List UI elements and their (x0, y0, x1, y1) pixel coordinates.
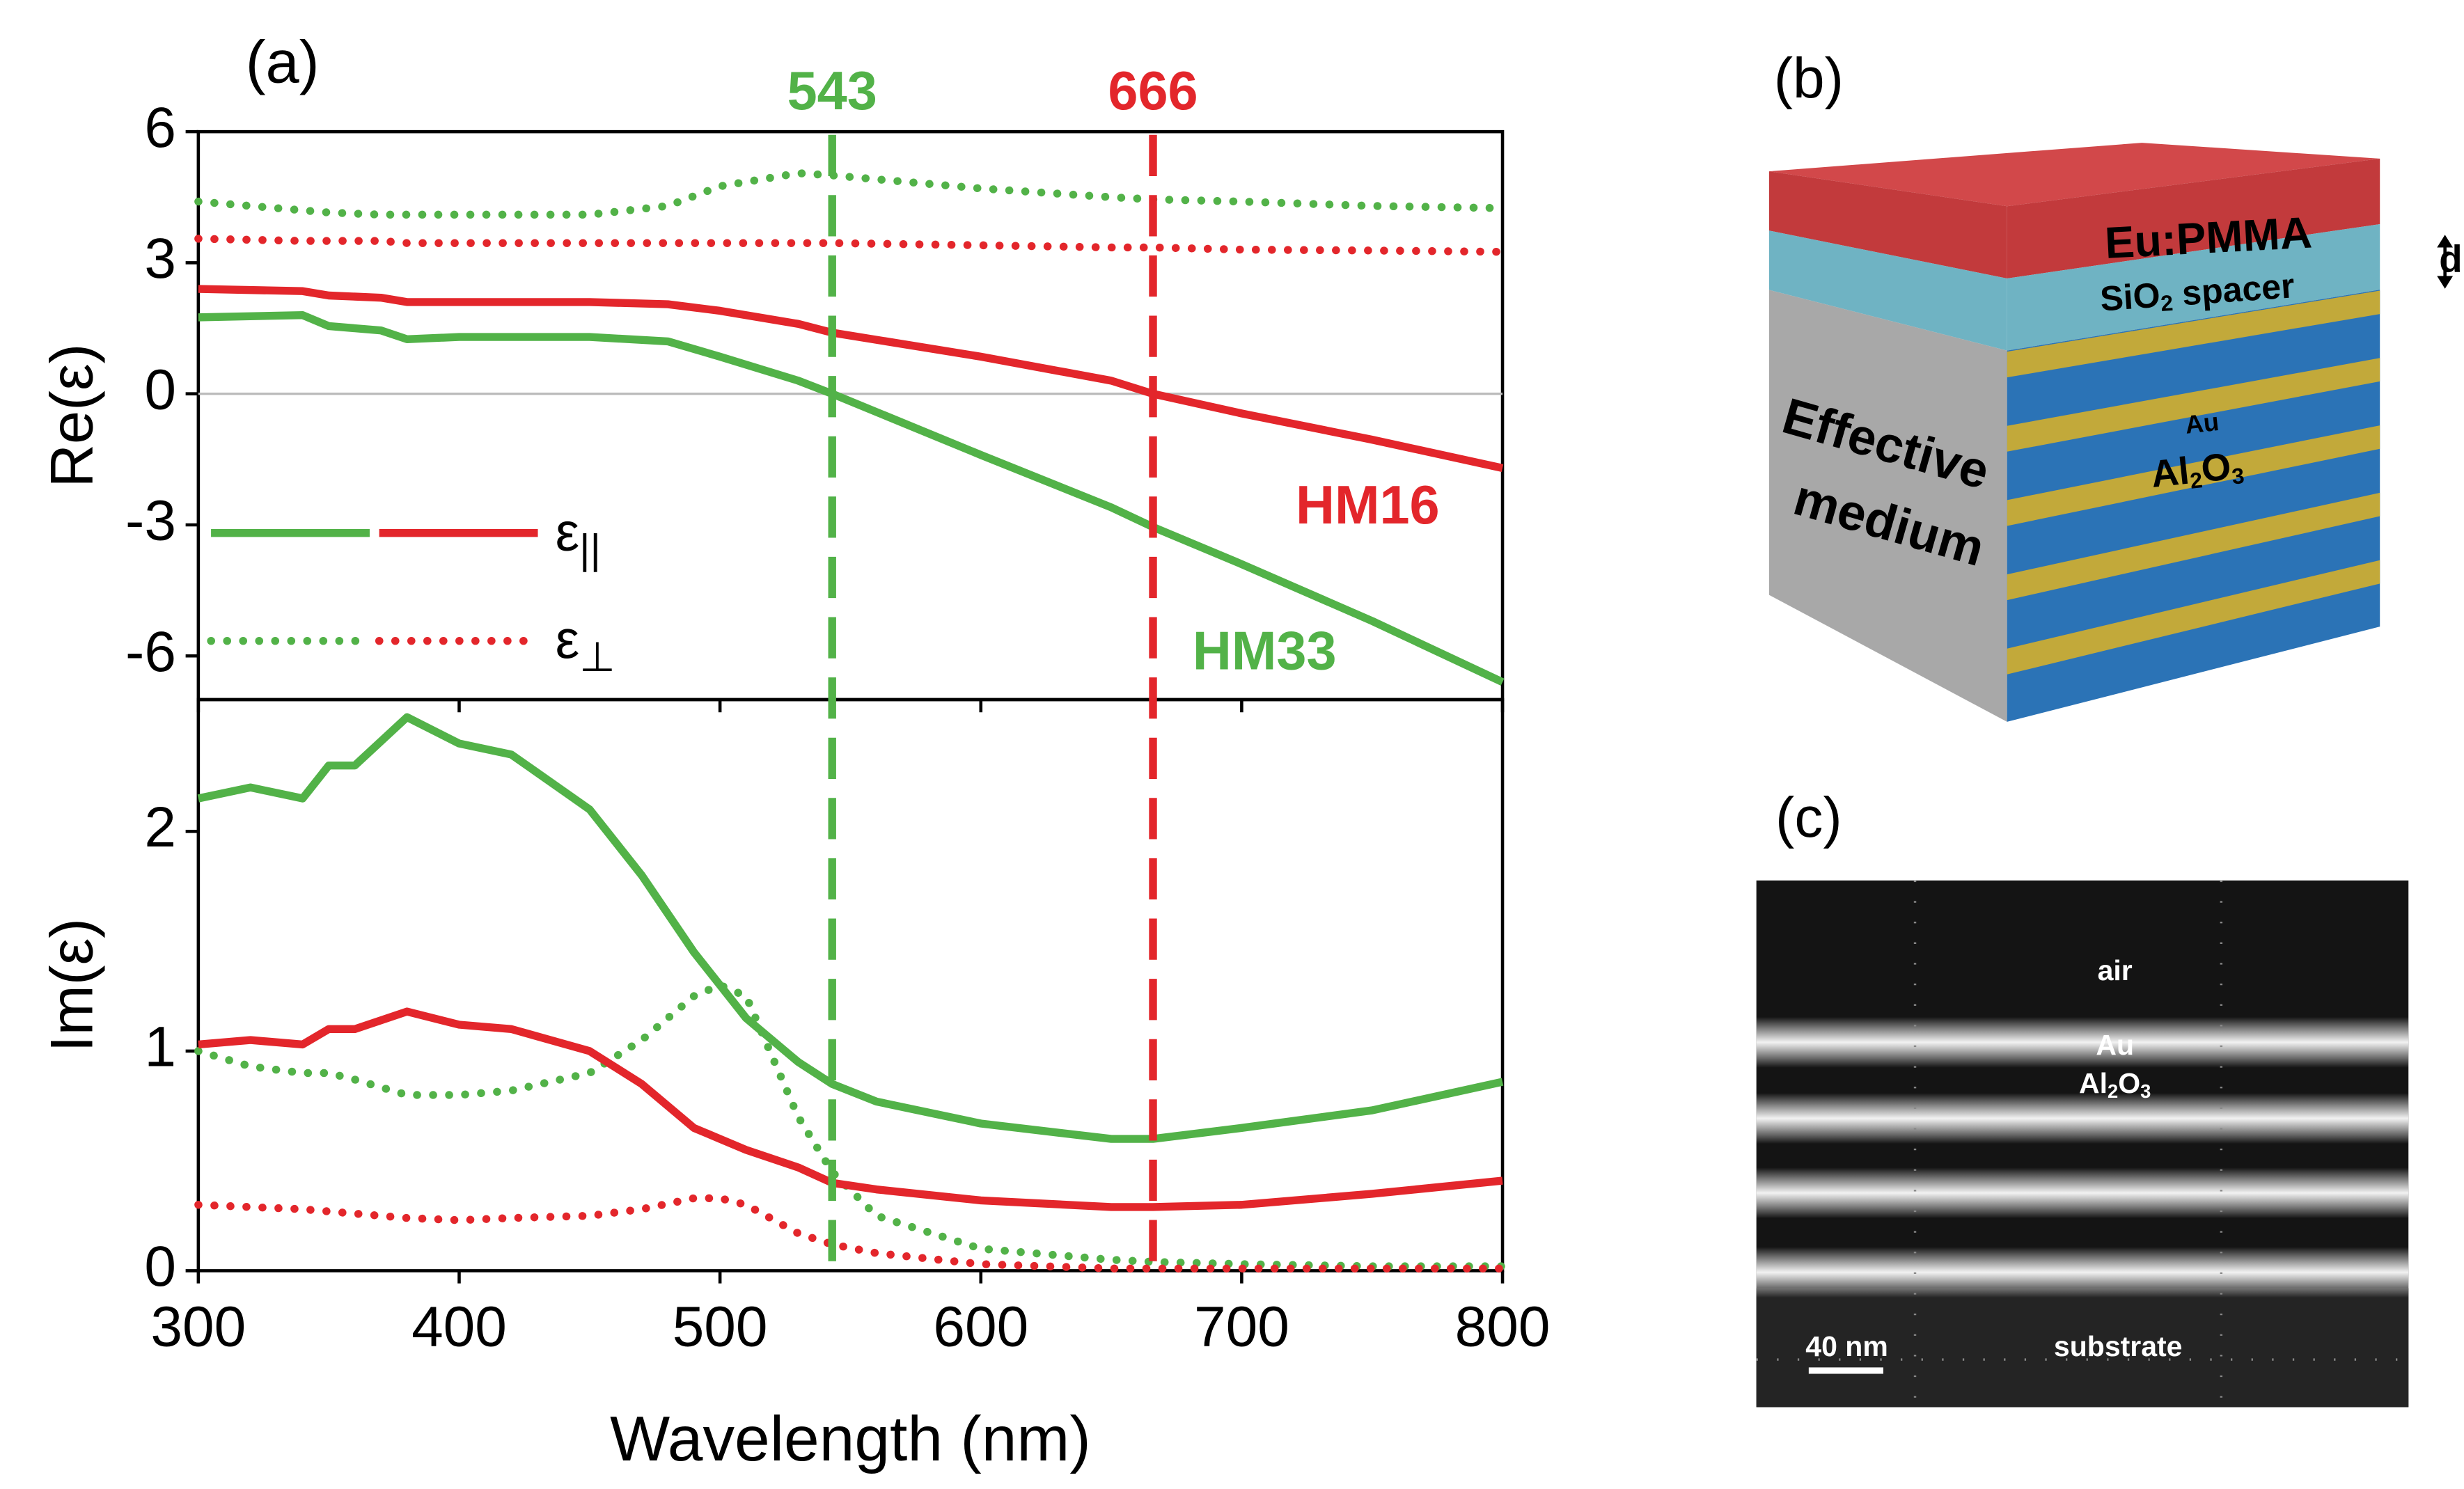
plot-area: -6 -3 0 3 6 Re(ε) 0 1 2 300 400 500 600 700 800 Im(ε) Wa… (38, 29, 1550, 1474)
series-label: HM33 (1193, 622, 1337, 682)
data-line (198, 311, 1505, 686)
x-axis-label: Wavelength (nm) (610, 1403, 1091, 1474)
y-tick-label: 2 (144, 796, 176, 859)
legend-label: ε|| (556, 503, 601, 572)
legend-symbol: ε (556, 503, 580, 562)
legend-symbol: ε (556, 610, 580, 670)
au-layer (1756, 1167, 2409, 1219)
pmma-layer (2007, 158, 2380, 278)
legend-subscript: ⊥ (579, 633, 615, 680)
arrow-head (2437, 276, 2454, 289)
data-line (194, 1194, 1507, 1273)
au-layer (1756, 1016, 2409, 1068)
au-stripe (2007, 492, 2380, 601)
top-face (1768, 143, 2380, 207)
scale-bar-label: 40 nm (1805, 1330, 1888, 1362)
layer-label: Al2O3 (2079, 1067, 2151, 1103)
y-axis-label: Re(ε) (38, 344, 105, 488)
layer-label: substrate (2054, 1330, 2183, 1362)
au-stripe (2007, 290, 2380, 378)
au-layer (1756, 1247, 2409, 1298)
y-tick-label: 0 (144, 1235, 176, 1298)
layer-label: Eu:PMMA (2103, 207, 2313, 268)
layer-label: Au (2183, 407, 2220, 439)
plot-frame (196, 129, 1505, 702)
marker-label: 666 (1108, 61, 1198, 121)
layer-label: air (2098, 954, 2133, 986)
au-stripe (2007, 358, 2380, 452)
pmma-layer (1768, 171, 2007, 278)
data-line (194, 981, 1507, 1270)
au-stripe (2007, 560, 2380, 675)
legend-label: ε⊥ (556, 610, 615, 680)
thickness-label: d (2439, 237, 2462, 280)
panel-label: (b) (1774, 47, 1844, 110)
label-part: 3 (2231, 463, 2245, 489)
panel-label: (c) (1775, 786, 1842, 849)
x-tick-label: 800 (1455, 1295, 1551, 1359)
label-part: 2 (2189, 468, 2204, 494)
layer-label: Al2O3 (2149, 443, 2245, 498)
legend-subscript: || (579, 526, 601, 572)
x-tick-label: 700 (1194, 1295, 1289, 1359)
y-tick-label: -6 (125, 620, 176, 684)
data-line (198, 1007, 1503, 1211)
label-part: 2 (2160, 290, 2174, 316)
data-line (198, 285, 1504, 472)
label-part: SiO (2098, 276, 2161, 319)
substrate-region (1756, 1288, 2409, 1408)
panel-label: (a) (246, 29, 320, 96)
label-part: O (2199, 445, 2233, 491)
layer-label: SiO2 spacer (2098, 266, 2296, 320)
series-label: HM16 (1296, 475, 1440, 535)
x-tick-label: 600 (933, 1295, 1028, 1359)
y-tick-label: 0 (144, 358, 176, 421)
x-tick-label: 300 (150, 1295, 246, 1359)
label-part: spacer (2171, 266, 2296, 313)
data-line (194, 169, 1507, 219)
plot-frame (196, 698, 1505, 1273)
au-stripe (2007, 425, 2380, 526)
y-axis-label: Im(ε) (38, 918, 105, 1052)
data-line (197, 713, 1504, 1143)
data-line (194, 235, 1507, 256)
marker-label: 543 (787, 61, 877, 121)
x-tick-label: 500 (673, 1295, 768, 1359)
y-tick-label: 6 (144, 96, 176, 159)
y-tick-label: 1 (144, 1016, 176, 1079)
y-tick-label: -3 (125, 489, 176, 553)
panel-c: air Au Al2O3 40 nm substrate (1756, 880, 2409, 1408)
y-tick-label: 3 (144, 227, 176, 290)
label-part: Al (2149, 449, 2191, 496)
arrow-head (2437, 235, 2454, 248)
effective-medium-face (1768, 290, 2007, 722)
spacer-layer (1768, 230, 2007, 351)
au-layer (1756, 1093, 2409, 1144)
spacer-layer (2007, 224, 2380, 351)
layer-label: Au (2096, 1029, 2134, 1061)
x-tick-label: 400 (411, 1295, 507, 1359)
